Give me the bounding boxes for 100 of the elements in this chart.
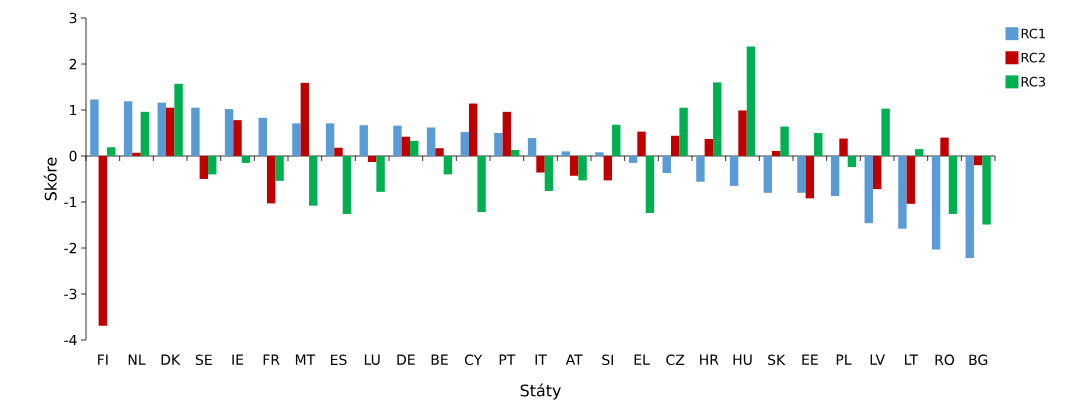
bar (266, 156, 276, 204)
y-tick-label: 0 (69, 150, 77, 162)
bar (511, 150, 520, 156)
x-tick-label: SK (768, 354, 786, 366)
bar (679, 107, 688, 156)
y-tick-label: -4 (64, 334, 77, 346)
bar (595, 152, 604, 156)
bar (157, 102, 166, 156)
x-axis-title: Státy (520, 383, 561, 400)
x-tick-label: BE (431, 354, 448, 365)
bar (300, 82, 310, 156)
bar (965, 156, 974, 259)
bar (527, 138, 537, 156)
x-tick-label: DK (161, 354, 181, 365)
bar (174, 83, 183, 156)
y-axis-title: Skóre (43, 157, 57, 201)
bar (940, 137, 949, 156)
x-tick-label: FI (98, 354, 108, 365)
bar (805, 156, 815, 199)
x-tick-label: EE (802, 354, 818, 365)
bar (477, 156, 486, 213)
bar (612, 124, 621, 156)
bar (839, 138, 848, 156)
x-tick-label: SE (195, 354, 212, 366)
bar (931, 156, 941, 250)
bar (502, 111, 512, 156)
bar (544, 156, 554, 191)
x-tick-label: AT (565, 354, 583, 365)
bar (536, 156, 545, 173)
bar (233, 120, 242, 156)
x-tick-label: EL (634, 354, 650, 365)
bar (359, 125, 368, 156)
bar (696, 156, 705, 182)
bar (132, 152, 141, 156)
bar (830, 156, 840, 197)
bar (123, 101, 133, 156)
x-tick-label: SI (602, 354, 613, 366)
y-tick-label: -3 (64, 288, 77, 300)
bar (191, 107, 200, 156)
bar (325, 123, 335, 156)
x-tick-label: PL (836, 354, 852, 365)
bar (872, 156, 882, 190)
y-tick-label: 1 (70, 104, 77, 116)
bar (309, 156, 318, 206)
x-tick-label: IE (232, 354, 244, 365)
legend-label: RC1 (1021, 28, 1045, 39)
x-tick-label: LT (905, 354, 919, 365)
bar (199, 156, 209, 179)
bar (713, 82, 722, 156)
bar (628, 156, 638, 163)
bar (948, 156, 958, 214)
y-tick-label: -1 (64, 196, 77, 208)
bar (107, 147, 116, 156)
bar (292, 123, 301, 156)
x-tick-label: RO (935, 354, 955, 366)
bar (915, 149, 924, 156)
x-tick-label: FR (263, 354, 280, 365)
bar (982, 156, 991, 225)
bar (637, 131, 646, 156)
bar (881, 108, 890, 156)
x-tick-label: NL (128, 354, 146, 365)
bar (241, 156, 251, 163)
x-tick-label: LU (364, 354, 380, 365)
bar (165, 107, 175, 156)
bar (224, 109, 234, 156)
bar (814, 133, 823, 156)
bar (426, 127, 436, 156)
bar (662, 156, 671, 174)
legend-label: RC3 (1021, 76, 1046, 87)
bar (569, 156, 579, 176)
bar (746, 46, 756, 156)
x-tick-label: HU (733, 354, 752, 365)
bar (258, 117, 267, 156)
bar (578, 156, 587, 181)
bar (729, 156, 739, 186)
bar (645, 156, 655, 214)
bar (435, 148, 444, 156)
bar (334, 147, 343, 156)
bar (847, 156, 857, 168)
bar (90, 99, 99, 156)
bar (401, 136, 411, 156)
bar (797, 156, 806, 193)
bar (98, 156, 108, 326)
bar (771, 150, 781, 156)
bar (410, 140, 419, 156)
bar (275, 156, 284, 181)
x-tick-label: ES (331, 354, 347, 366)
x-tick-label: BG (969, 354, 988, 366)
bar (898, 156, 907, 229)
x-tick-label: LV (870, 354, 885, 365)
bar (140, 111, 150, 156)
x-tick-label: IT (535, 354, 547, 365)
bar (603, 156, 613, 181)
bar (468, 103, 478, 156)
x-tick-label: CY (464, 354, 483, 366)
x-tick-label: PT (499, 354, 516, 365)
x-tick-label: MT (295, 354, 316, 365)
bar (738, 110, 747, 156)
bar (864, 156, 873, 224)
y-tick-label: 2 (69, 58, 77, 70)
